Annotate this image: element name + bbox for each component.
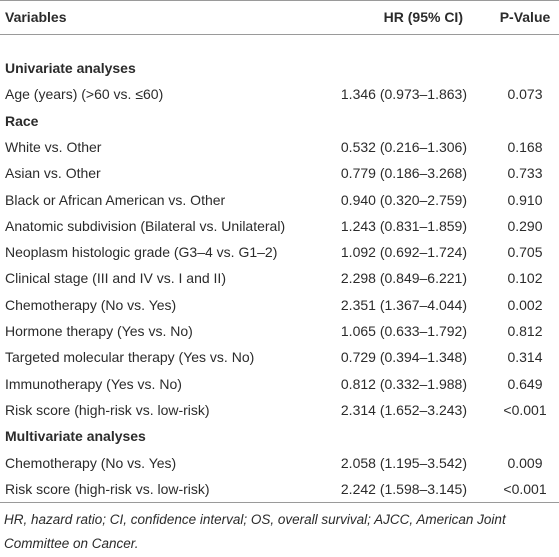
p-value: 0.705 — [507, 244, 543, 261]
variable: Risk score (high-risk vs. low-risk) — [5, 401, 210, 418]
section-heading: Univariate analyses — [5, 60, 136, 76]
column-header: Variables — [5, 9, 67, 25]
variable: Asian vs. Other — [5, 165, 101, 182]
column-header: P-Value — [499, 9, 551, 25]
variable: Neoplasm histologic grade (G3–4 vs. G1–2… — [5, 244, 278, 261]
variable: Targeted molecular therapy (Yes vs. No) — [5, 349, 255, 366]
p-value: 0.812 — [507, 323, 543, 339]
p-value: <0.001 — [503, 401, 547, 418]
variable: Risk score (high-risk vs. low-risk) — [5, 480, 210, 497]
p-value: 0.649 — [507, 375, 543, 392]
p-value: 0.290 — [507, 217, 543, 234]
variable: Chemotherapy (No vs. Yes) — [5, 454, 177, 471]
variable: White vs. Other — [5, 138, 102, 155]
variable: Black or African American vs. Other — [5, 191, 226, 208]
footnote: HR, hazard ratio; CI, confidence interva… — [4, 512, 506, 551]
variable: Immunotherapy (Yes vs. No) — [5, 375, 182, 392]
hazard-ratio: 0.779 (0.186–3.268) — [340, 165, 467, 182]
variable: Hormone therapy (Yes vs. No) — [5, 323, 193, 339]
hazard-ratio: 2.242 (1.598–3.145) — [340, 480, 467, 497]
variable: Clinical stage (III and IV vs. I and II) — [5, 270, 226, 287]
variable: Chemotherapy (No vs. Yes) — [5, 296, 177, 313]
hazard-ratio: 1.346 (0.973–1.863) — [340, 86, 467, 103]
hazard-ratio: 1.243 (0.831–1.859) — [340, 217, 467, 234]
p-value: 0.314 — [507, 349, 543, 366]
section-heading: Race — [5, 112, 39, 129]
p-value: 0.168 — [507, 138, 543, 155]
hazard-ratio: 2.314 (1.652–3.243) — [340, 401, 467, 418]
hazard-ratio: 0.812 (0.332–1.988) — [340, 375, 467, 392]
hazard-ratio: 2.058 (1.195–3.542) — [340, 454, 467, 471]
p-value: 0.009 — [507, 454, 543, 471]
header-rule — [0, 34, 559, 35]
hazard-ratio: 1.092 (0.692–1.724) — [340, 244, 467, 261]
bottom-rule — [0, 502, 559, 503]
hazard-ratio: 2.351 (1.367–4.044) — [340, 296, 467, 313]
p-value: 0.002 — [507, 296, 543, 313]
hazard-ratio: 0.729 (0.394–1.348) — [340, 349, 467, 366]
hazard-ratio: 0.532 (0.216–1.306) — [340, 138, 467, 155]
hazard-ratio: 1.065 (0.633–1.792) — [340, 323, 467, 339]
p-value: 0.102 — [507, 270, 543, 287]
variable: Age (years) (>60 vs. ≤60) — [5, 86, 164, 103]
hazard-ratio: 2.298 (0.849–6.221) — [340, 270, 467, 287]
p-value: <0.001 — [503, 480, 547, 497]
p-value: 0.073 — [507, 86, 543, 103]
column-header: HR (95% CI) — [383, 9, 463, 25]
top-rule — [0, 0, 559, 1]
p-value: 0.733 — [507, 165, 543, 182]
variable: Anatomic subdivision (Bilateral vs. Unil… — [5, 217, 286, 234]
section-heading: Multivariate analyses — [5, 428, 146, 445]
p-value: 0.910 — [507, 191, 543, 208]
hazard-ratio: 0.940 (0.320–2.759) — [340, 191, 467, 208]
